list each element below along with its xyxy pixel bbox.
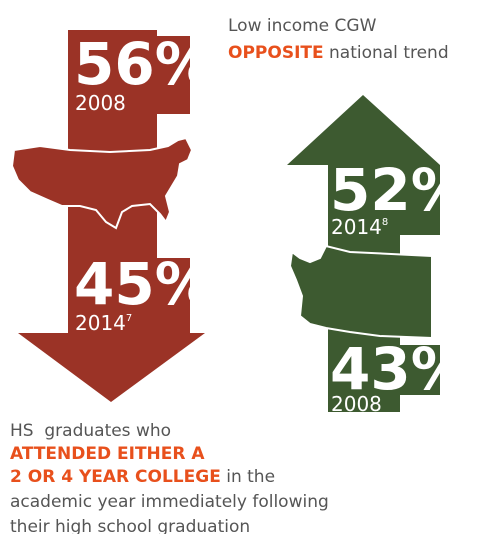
label-backing bbox=[328, 165, 440, 235]
year: 20147 bbox=[75, 311, 132, 335]
footnote: 8 bbox=[382, 217, 388, 228]
caption-highlight: 2 OR 4 YEAR COLLEGE bbox=[10, 467, 221, 487]
us-map bbox=[10, 136, 194, 230]
state-arrow: 52% 20148 43% 2008 bbox=[287, 95, 469, 416]
caption: academic year immediately following bbox=[10, 492, 329, 512]
caption: their high school graduation bbox=[10, 517, 250, 534]
washington-map bbox=[288, 244, 433, 340]
heading: Low income CGW bbox=[228, 16, 377, 36]
year: 2008 bbox=[75, 91, 126, 115]
year: 2008 bbox=[331, 392, 382, 416]
caption: 2 OR 4 YEAR COLLEGE in the bbox=[10, 467, 275, 487]
caption-highlight: ATTENDED EITHER A bbox=[10, 444, 205, 464]
highlight: OPPOSITE bbox=[228, 43, 324, 63]
percent: 52% bbox=[330, 156, 469, 224]
caption: HS graduates who bbox=[10, 421, 171, 441]
year: 2014 bbox=[75, 311, 126, 335]
footnote: 7 bbox=[126, 313, 132, 324]
percent: 43% bbox=[330, 335, 469, 403]
year: 2014 bbox=[331, 215, 382, 239]
label-backing bbox=[68, 36, 190, 114]
label-backing bbox=[68, 258, 190, 334]
caption-rest: in the bbox=[221, 467, 275, 487]
heading: OPPOSITE national trend bbox=[228, 43, 449, 63]
label-backing bbox=[328, 345, 440, 395]
heading-rest: national trend bbox=[324, 43, 449, 63]
percent: 56% bbox=[74, 30, 213, 98]
year: 20148 bbox=[331, 215, 388, 239]
percent: 45% bbox=[74, 250, 213, 318]
national-arrow: 56% 2008 45% 20147 bbox=[10, 30, 213, 402]
